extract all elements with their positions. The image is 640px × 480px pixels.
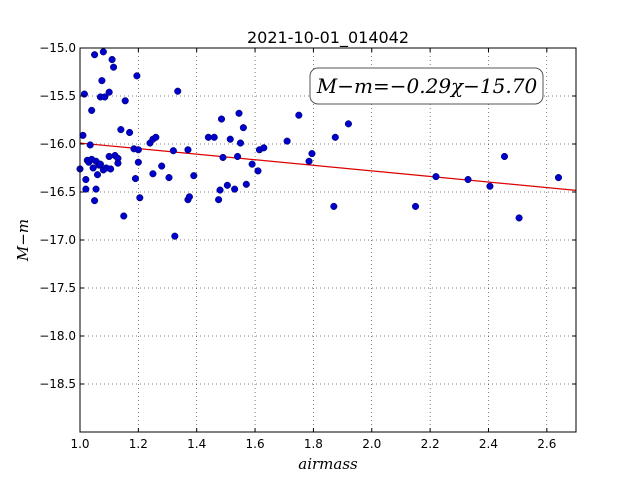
data-point <box>235 109 243 117</box>
data-point <box>120 212 128 220</box>
fit-line <box>79 142 577 191</box>
data-point <box>174 87 182 95</box>
data-point <box>152 133 160 141</box>
axis-ticks <box>79 47 576 432</box>
data-point <box>248 160 256 168</box>
x-tick-label: 1.6 <box>246 437 265 451</box>
data-point <box>136 194 144 202</box>
data-point <box>190 172 198 180</box>
data-point <box>411 202 420 210</box>
data-point <box>158 162 166 170</box>
y-tick-label: −15.5 <box>39 89 76 103</box>
data-point <box>92 185 100 193</box>
data-point <box>134 146 142 154</box>
data-point <box>79 131 87 139</box>
y-tick-label: −16.0 <box>39 137 76 151</box>
data-point <box>121 97 129 105</box>
data-point <box>171 232 179 240</box>
data-point <box>133 72 141 80</box>
x-tick-label: 1.0 <box>70 437 89 451</box>
data-point <box>93 171 102 179</box>
data-point <box>110 63 118 71</box>
data-point <box>105 88 113 96</box>
x-tick-label: 1.4 <box>187 437 206 451</box>
y-tick-label: −16.5 <box>39 185 76 199</box>
x-tick-label: 2.4 <box>479 437 498 451</box>
data-point <box>226 135 234 143</box>
data-point <box>234 152 242 161</box>
data-point <box>105 152 113 161</box>
data-point <box>515 214 523 222</box>
data-point <box>330 202 338 210</box>
data-point <box>131 175 139 183</box>
annotation-text: M−m=−0.29χ−15.70 <box>316 74 538 98</box>
data-point <box>210 133 218 141</box>
data-point <box>86 141 94 149</box>
data-point <box>223 181 231 189</box>
y-tick-label: −18.0 <box>39 329 76 343</box>
x-tick-label: 2.0 <box>362 437 381 451</box>
data-point <box>216 186 224 194</box>
data-point <box>117 126 125 134</box>
data-point <box>96 160 104 168</box>
y-tick-label: −18.5 <box>39 377 76 391</box>
data-point <box>236 139 245 147</box>
data-point <box>344 120 352 128</box>
data-point <box>98 77 106 85</box>
data-point <box>91 197 99 205</box>
data-point <box>486 182 494 190</box>
data-point <box>500 152 509 161</box>
y-tick-label: −15.0 <box>39 41 76 55</box>
data-point <box>283 137 291 145</box>
data-point <box>217 115 226 123</box>
y-tick-labels: −15.0 −15.5 −16.0 −16.5 −17.0 −17.5 −18.0 −18.5 <box>39 41 76 391</box>
y-tick-label: −17.5 <box>39 281 76 295</box>
data-point <box>260 144 268 152</box>
fit-line-group <box>79 142 577 191</box>
annotation-box <box>309 67 544 105</box>
x-tick-label: 1.8 <box>304 437 323 451</box>
chart-title: 2021-10-01_014042 <box>247 28 409 48</box>
data-point <box>239 124 247 132</box>
data-point <box>464 175 472 184</box>
data-point <box>554 174 563 182</box>
data-point <box>165 174 173 182</box>
data-point <box>215 196 223 204</box>
data-point <box>331 133 339 141</box>
data-point <box>126 128 134 137</box>
data-point <box>149 170 157 178</box>
data-point <box>134 158 142 166</box>
data-point <box>82 185 90 193</box>
data-point <box>254 167 262 175</box>
x-tick-label: 2.6 <box>537 437 556 451</box>
x-tick-labels: 1.0 1.2 1.4 1.6 1.8 2.0 2.2 2.4 2.6 <box>70 437 556 451</box>
data-point <box>184 146 192 154</box>
data-point <box>101 93 109 101</box>
data-point <box>91 51 99 59</box>
y-axis-label: M−m <box>14 219 32 262</box>
data-point <box>89 164 97 172</box>
data-point <box>231 185 239 193</box>
y-tick-label: −17.0 <box>39 233 76 247</box>
fit-annotation: M−m=−0.29χ−15.70 <box>309 67 544 105</box>
data-point <box>169 147 177 155</box>
data-point <box>308 150 316 158</box>
data-point <box>114 159 122 167</box>
data-point <box>82 175 90 184</box>
x-tick-label: 1.2 <box>129 437 148 451</box>
data-point <box>88 106 96 114</box>
data-point <box>219 153 227 161</box>
data-point <box>242 180 250 188</box>
data-point <box>107 165 115 173</box>
data-point <box>295 111 303 119</box>
data-point <box>305 157 313 165</box>
data-point <box>185 193 193 201</box>
data-point <box>108 55 116 64</box>
data-point <box>432 173 440 181</box>
x-axis-label: airmass <box>298 455 358 473</box>
data-point <box>99 48 107 56</box>
x-tick-label: 2.2 <box>421 437 440 451</box>
